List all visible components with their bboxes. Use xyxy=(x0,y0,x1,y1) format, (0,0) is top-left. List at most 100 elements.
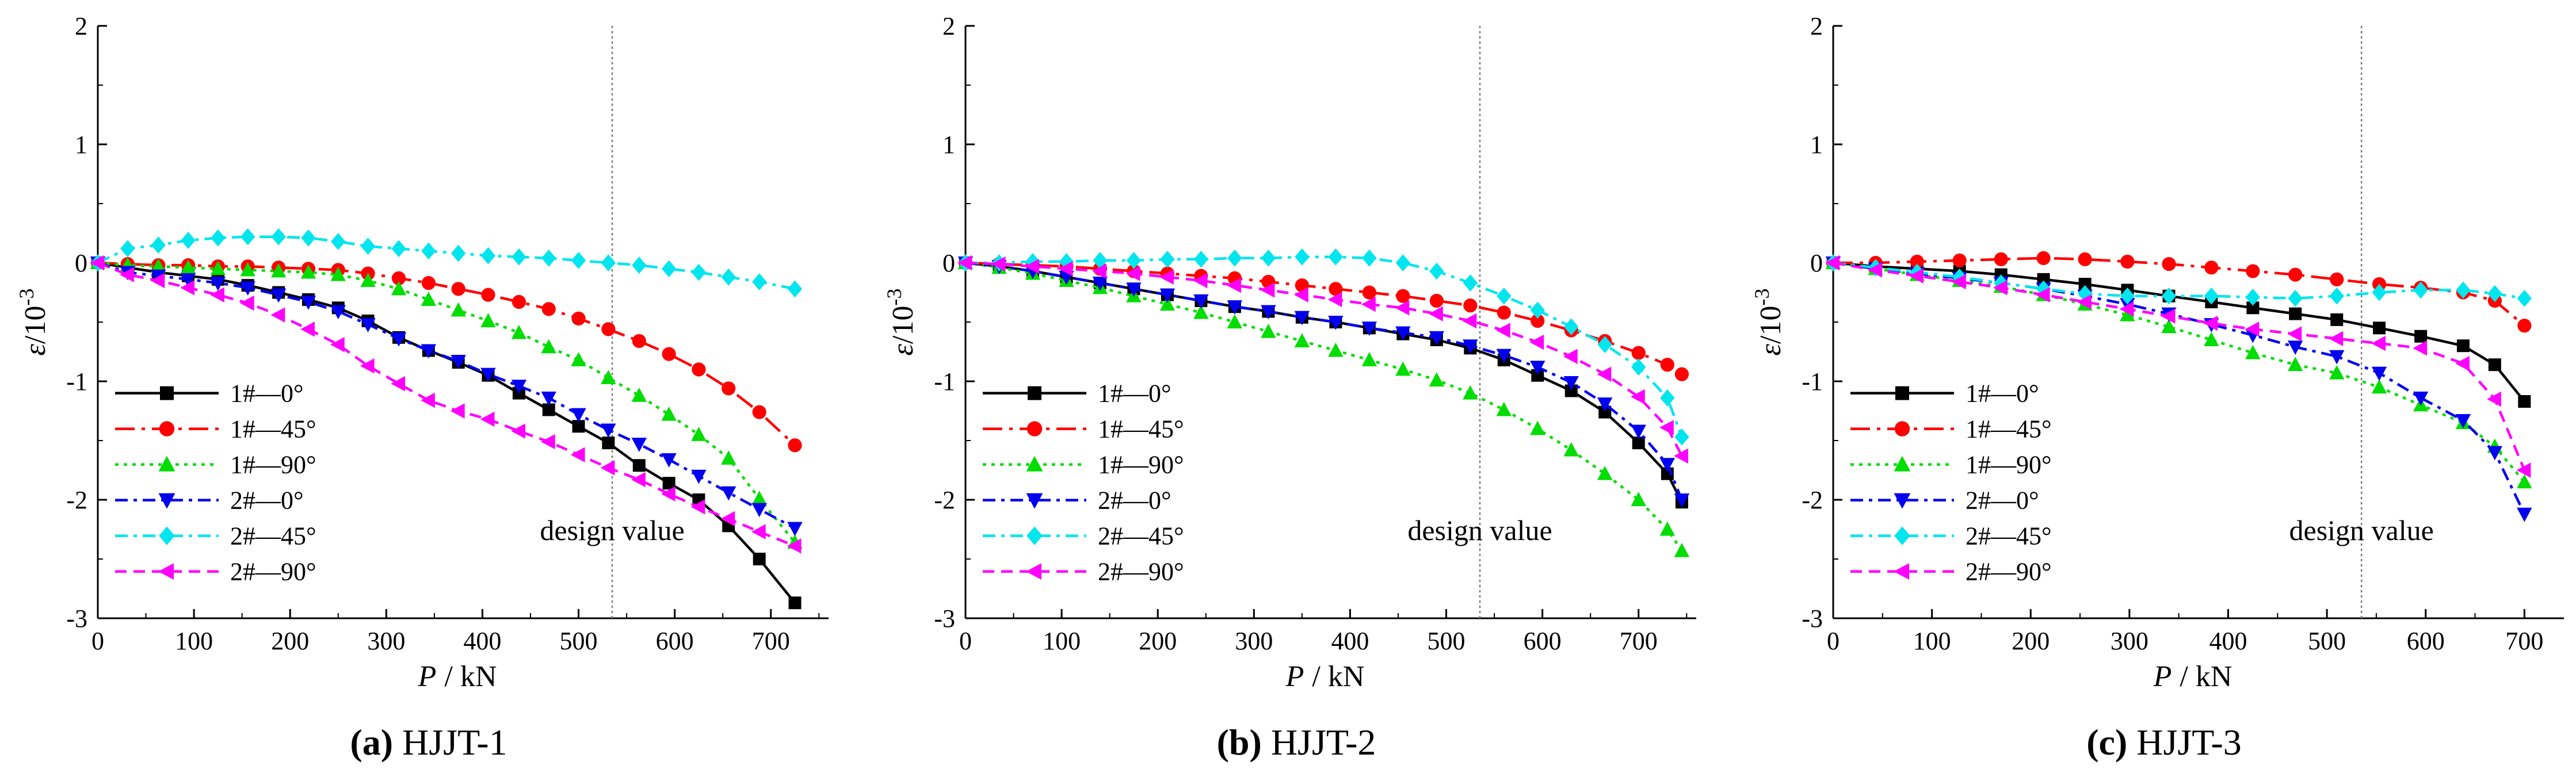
data-point xyxy=(451,354,466,369)
x-tick-label: 600 xyxy=(1524,627,1562,655)
legend-marker xyxy=(1894,456,1911,472)
data-point xyxy=(1193,273,1208,289)
data-point xyxy=(1227,249,1242,267)
data-point xyxy=(1193,304,1209,319)
data-point xyxy=(2078,252,2092,266)
y-axis-exponent: -3 xyxy=(15,289,38,306)
series-5 xyxy=(1825,255,2531,478)
x-axis-title: P / kN xyxy=(2153,660,2232,693)
data-point xyxy=(2517,319,2532,333)
data-point xyxy=(691,469,707,484)
design-value-label: design value xyxy=(1407,514,1552,546)
data-point xyxy=(991,256,1006,272)
legend-label: 2#—45° xyxy=(1966,522,2052,550)
data-point xyxy=(2120,287,2135,305)
legend-entry: 2#—0° xyxy=(983,487,1171,515)
x-tick-label: 200 xyxy=(1139,627,1177,655)
data-point xyxy=(2372,284,2387,301)
data-point xyxy=(1429,306,1443,321)
data-point xyxy=(541,302,556,316)
data-point xyxy=(2413,281,2428,299)
x-tick-label: 100 xyxy=(175,627,213,655)
data-point xyxy=(2329,365,2345,380)
data-point xyxy=(1361,296,1376,312)
y-tick-label: -1 xyxy=(934,368,955,396)
data-point xyxy=(787,522,803,537)
data-point xyxy=(721,268,736,286)
series-line xyxy=(965,261,1683,552)
series-4 xyxy=(90,228,803,298)
legend-label: 2#—0° xyxy=(1966,487,2039,515)
legend-entry: 2#—45° xyxy=(115,522,316,550)
data-point xyxy=(1361,321,1377,336)
legend-entry: 1#—0° xyxy=(115,380,304,408)
legend-label: 2#—90° xyxy=(1966,558,2052,586)
x-axis-variable: P xyxy=(2153,660,2172,693)
data-point xyxy=(1193,294,1209,309)
data-point xyxy=(540,434,555,450)
data-point xyxy=(721,486,736,501)
legend-label: 2#—45° xyxy=(1098,522,1184,550)
series-line xyxy=(1833,261,2526,471)
series-line xyxy=(1833,261,2526,483)
data-point xyxy=(1328,248,1344,266)
x-tick-label: 400 xyxy=(2209,627,2247,655)
data-point xyxy=(2161,319,2177,334)
data-point xyxy=(1631,346,1646,360)
legend-entry: 1#—45° xyxy=(983,415,1184,443)
data-point xyxy=(1530,301,1545,319)
data-point xyxy=(1362,249,1377,267)
data-point xyxy=(571,352,586,366)
legend-marker xyxy=(158,456,175,472)
y-tick-label: 2 xyxy=(1810,12,1823,40)
data-point xyxy=(2413,391,2429,406)
data-point xyxy=(1496,323,1510,338)
data-point xyxy=(2329,350,2345,365)
data-point xyxy=(210,287,224,303)
data-point xyxy=(270,288,287,303)
series-line xyxy=(97,261,796,543)
data-point xyxy=(751,524,766,539)
data-point xyxy=(239,295,254,311)
y-axis-exponent: -3 xyxy=(1750,289,1773,306)
data-point xyxy=(181,232,196,249)
data-point xyxy=(421,242,436,260)
y-axis-variable: ε xyxy=(887,343,919,355)
data-point xyxy=(481,288,495,302)
data-point xyxy=(2329,287,2344,305)
data-point xyxy=(360,358,375,374)
y-tick-label: -3 xyxy=(66,604,87,633)
data-point xyxy=(1825,255,1840,271)
x-axis-unit: / kN xyxy=(2180,660,2232,693)
legend-marker xyxy=(160,386,174,400)
data-point xyxy=(662,477,676,490)
legend-entry: 2#—0° xyxy=(1850,487,2039,515)
caption-label: HJJT-2 xyxy=(1271,722,1376,763)
x-tick-label: 300 xyxy=(1235,627,1273,655)
data-point xyxy=(661,260,677,278)
data-point xyxy=(1496,401,1512,416)
data-point xyxy=(1429,331,1445,346)
data-point xyxy=(1396,289,1410,303)
data-point xyxy=(1496,349,1512,363)
y-axis-variable: ε xyxy=(19,343,52,355)
data-point xyxy=(360,238,376,255)
data-point xyxy=(2517,289,2532,307)
data-point xyxy=(1227,277,1241,293)
data-point xyxy=(1395,361,1411,376)
data-point xyxy=(1530,420,1545,435)
data-point xyxy=(1993,280,2008,296)
data-point xyxy=(570,447,585,462)
data-point xyxy=(2120,254,2135,269)
data-point xyxy=(1531,369,1544,382)
panel-c: 0 100 200 300 400 500 600 700 -3 -2 -1 0 1 2 P / kN ε/10… xyxy=(1750,12,2564,763)
legend-marker xyxy=(1026,493,1043,509)
data-point xyxy=(451,244,466,262)
legend-entry: 2#—45° xyxy=(1850,522,2052,550)
data-point xyxy=(1429,262,1444,280)
data-point xyxy=(2246,301,2260,315)
x-tick-label: 500 xyxy=(560,627,598,655)
data-point xyxy=(601,423,616,438)
y-tick-label: 0 xyxy=(1810,249,1823,277)
